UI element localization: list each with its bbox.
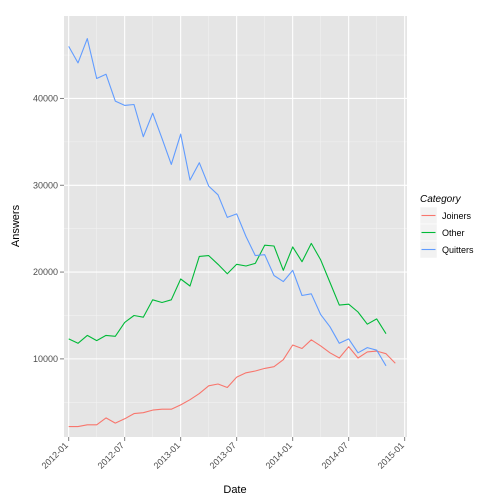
y-axis-title: Answers	[10, 204, 22, 247]
legend-label: Quitters	[442, 245, 474, 255]
x-tick-label: 2013-01	[152, 440, 182, 470]
series-line-quitters	[68, 38, 387, 367]
y-tick-label: 20000	[33, 267, 58, 277]
legend-item-joiners: Joiners	[419, 206, 472, 225]
y-tick-label: 40000	[33, 93, 58, 103]
x-tick-label: 2014-01	[264, 440, 294, 470]
x-tick-label: 2015-01	[376, 440, 406, 470]
panel-background	[64, 16, 407, 437]
x-tick-label: 2012-07	[96, 440, 126, 470]
legend-title: Category	[420, 194, 462, 205]
legend-item-other: Other	[419, 223, 465, 242]
series-line-joiners	[68, 339, 396, 428]
legend-item-quitters: Quitters	[419, 240, 474, 259]
x-axis-title: Date	[223, 484, 246, 496]
x-tick-label: 2014-07	[320, 440, 350, 470]
x-tick-label: 2013-07	[208, 440, 238, 470]
legend-label: Other	[442, 228, 465, 238]
x-axis-ticks: 2012-01 2012-07 2013-01 2013-07 2014-01 2014-…	[40, 437, 406, 471]
x-tick-label: 2012-01	[40, 440, 70, 470]
series-line-other	[68, 242, 387, 344]
y-tick-label: 30000	[33, 180, 58, 190]
y-tick-label: 10000	[33, 354, 58, 364]
series-lines	[68, 38, 396, 428]
legend: Category Joiners Other Quitters	[419, 194, 474, 259]
legend-label: Joiners	[442, 211, 472, 221]
y-axis-ticks: 10000 20000 30000 40000	[33, 93, 64, 364]
minor-gridlines	[64, 16, 407, 437]
major-gridlines	[64, 16, 407, 437]
